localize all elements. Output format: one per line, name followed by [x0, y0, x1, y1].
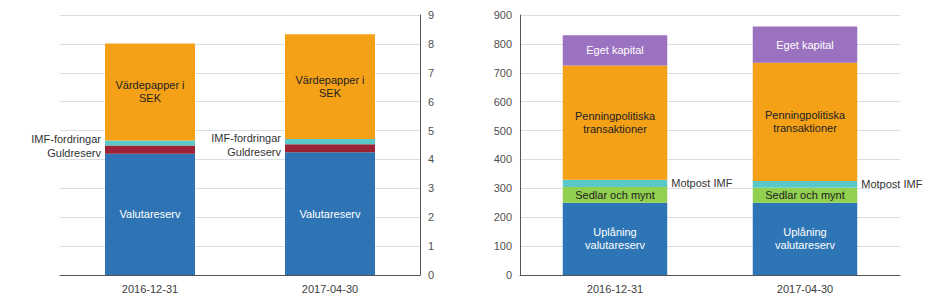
svg-text:Eget kapital: Eget kapital — [586, 44, 643, 56]
svg-text:6: 6 — [428, 96, 434, 108]
svg-text:600: 600 — [494, 96, 512, 108]
svg-text:3: 3 — [428, 182, 434, 194]
svg-text:400: 400 — [494, 153, 512, 165]
svg-text:0: 0 — [428, 269, 434, 281]
svg-text:2: 2 — [428, 211, 434, 223]
svg-text:Eget kapital: Eget kapital — [776, 39, 833, 51]
svg-text:valutareserv: valutareserv — [585, 239, 645, 251]
svg-text:2016-12-31: 2016-12-31 — [587, 283, 643, 295]
svg-text:Uplåning: Uplåning — [593, 226, 636, 238]
svg-text:Guldreserv: Guldreserv — [47, 147, 101, 159]
svg-text:Motpost IMF: Motpost IMF — [861, 178, 922, 190]
svg-text:IMF-fordringar: IMF-fordringar — [31, 133, 101, 145]
svg-text:transaktioner: transaktioner — [583, 123, 647, 135]
svg-text:100: 100 — [494, 240, 512, 252]
svg-text:Penningpolitiska: Penningpolitiska — [765, 109, 846, 121]
svg-text:9: 9 — [428, 9, 434, 21]
svg-text:700: 700 — [494, 67, 512, 79]
svg-text:0: 0 — [506, 269, 512, 281]
svg-text:Uplåning: Uplåning — [783, 226, 826, 238]
svg-text:4: 4 — [428, 153, 434, 165]
svg-text:7: 7 — [428, 67, 434, 79]
svg-text:Valutareserv: Valutareserv — [120, 208, 181, 220]
svg-text:5: 5 — [428, 125, 434, 137]
svg-text:Värdepapper i: Värdepapper i — [115, 79, 184, 91]
svg-text:8: 8 — [428, 38, 434, 50]
svg-text:500: 500 — [494, 125, 512, 137]
svg-text:Motpost IMF: Motpost IMF — [671, 177, 732, 189]
svg-text:Sedlar och mynt: Sedlar och mynt — [575, 189, 654, 201]
svg-text:200: 200 — [494, 211, 512, 223]
svg-text:800: 800 — [494, 38, 512, 50]
svg-text:Sedlar och mynt: Sedlar och mynt — [765, 189, 844, 201]
svg-text:SEK: SEK — [319, 87, 342, 99]
svg-text:IMF-fordringar: IMF-fordringar — [211, 132, 281, 144]
svg-text:transaktioner: transaktioner — [773, 122, 837, 134]
svg-text:valutareserv: valutareserv — [775, 239, 835, 251]
svg-text:900: 900 — [494, 9, 512, 21]
svg-text:SEK: SEK — [139, 92, 162, 104]
svg-text:Värdepapper i: Värdepapper i — [295, 74, 364, 86]
svg-text:2017-04-30: 2017-04-30 — [302, 283, 358, 295]
svg-text:2017-04-30: 2017-04-30 — [777, 283, 833, 295]
svg-text:1: 1 — [428, 240, 434, 252]
svg-text:Penningpolitiska: Penningpolitiska — [575, 110, 656, 122]
svg-text:Valutareserv: Valutareserv — [300, 208, 361, 220]
svg-text:300: 300 — [494, 182, 512, 194]
svg-text:Guldreserv: Guldreserv — [227, 146, 281, 158]
svg-text:2016-12-31: 2016-12-31 — [122, 283, 178, 295]
